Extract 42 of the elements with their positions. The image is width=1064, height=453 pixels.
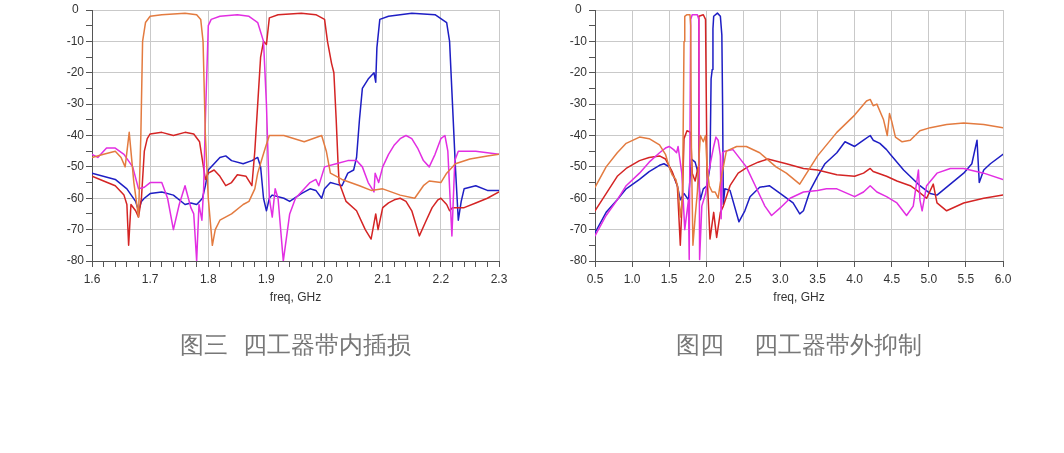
y-tick-label: -10 [569, 33, 588, 48]
x-tick-label: 4.5 [883, 271, 901, 286]
y-tick-label: -10 [66, 33, 85, 48]
x-tick-label: 2.0 [697, 271, 715, 286]
x-tick-label: 1.6 [83, 271, 101, 286]
x-tick-label: 3.0 [772, 271, 790, 286]
x-tick-label: 1.5 [660, 271, 678, 286]
y-tick-label: -20 [569, 65, 588, 80]
y-tick-label: -70 [569, 221, 588, 236]
text: 图四 四工器带外抑制 [675, 331, 923, 360]
y-tick-label: 0 [71, 2, 79, 17]
x-tick-label: 1.7 [141, 271, 159, 286]
y-tick-label: -40 [66, 127, 85, 142]
x-tick-label: 2.5 [735, 271, 753, 286]
x-axis-title: freq, GHz [269, 290, 322, 305]
y-tick-label: -20 [66, 65, 85, 80]
x-tick-label: 1.8 [199, 271, 217, 286]
x-tick-label: 3.5 [809, 271, 827, 286]
x-tick-label: 4.0 [846, 271, 864, 286]
x-tick-label: 2.1 [374, 271, 392, 286]
y-tick-label: -50 [569, 159, 588, 174]
x-tick-label: 6.0 [994, 271, 1012, 286]
x-tick-label: 2.3 [490, 271, 508, 286]
y-tick-label: 0 [574, 2, 582, 17]
x-tick-label: 5.0 [920, 271, 938, 286]
x-tick-label: 0.5 [586, 271, 604, 286]
x-axis-title: freq, GHz [773, 290, 825, 305]
y-tick-label: -60 [66, 190, 85, 205]
x-tick-label: 1.0 [623, 271, 641, 286]
text: 图三 四工器带内插损 [179, 331, 412, 360]
y-tick-label: -50 [66, 159, 85, 174]
x-tick-label: 1.9 [258, 271, 276, 286]
y-tick-label: -30 [569, 96, 588, 111]
y-tick-label: -80 [569, 253, 588, 268]
x-tick-label: 2.0 [316, 271, 334, 286]
y-tick-label: -60 [569, 190, 588, 205]
y-tick-label: -80 [66, 253, 85, 268]
y-tick-label: -40 [569, 127, 588, 142]
x-tick-label: 2.2 [432, 271, 450, 286]
x-tick-label: 5.5 [957, 271, 975, 286]
y-tick-label: -30 [66, 96, 85, 111]
y-tick-label: -70 [66, 221, 85, 236]
